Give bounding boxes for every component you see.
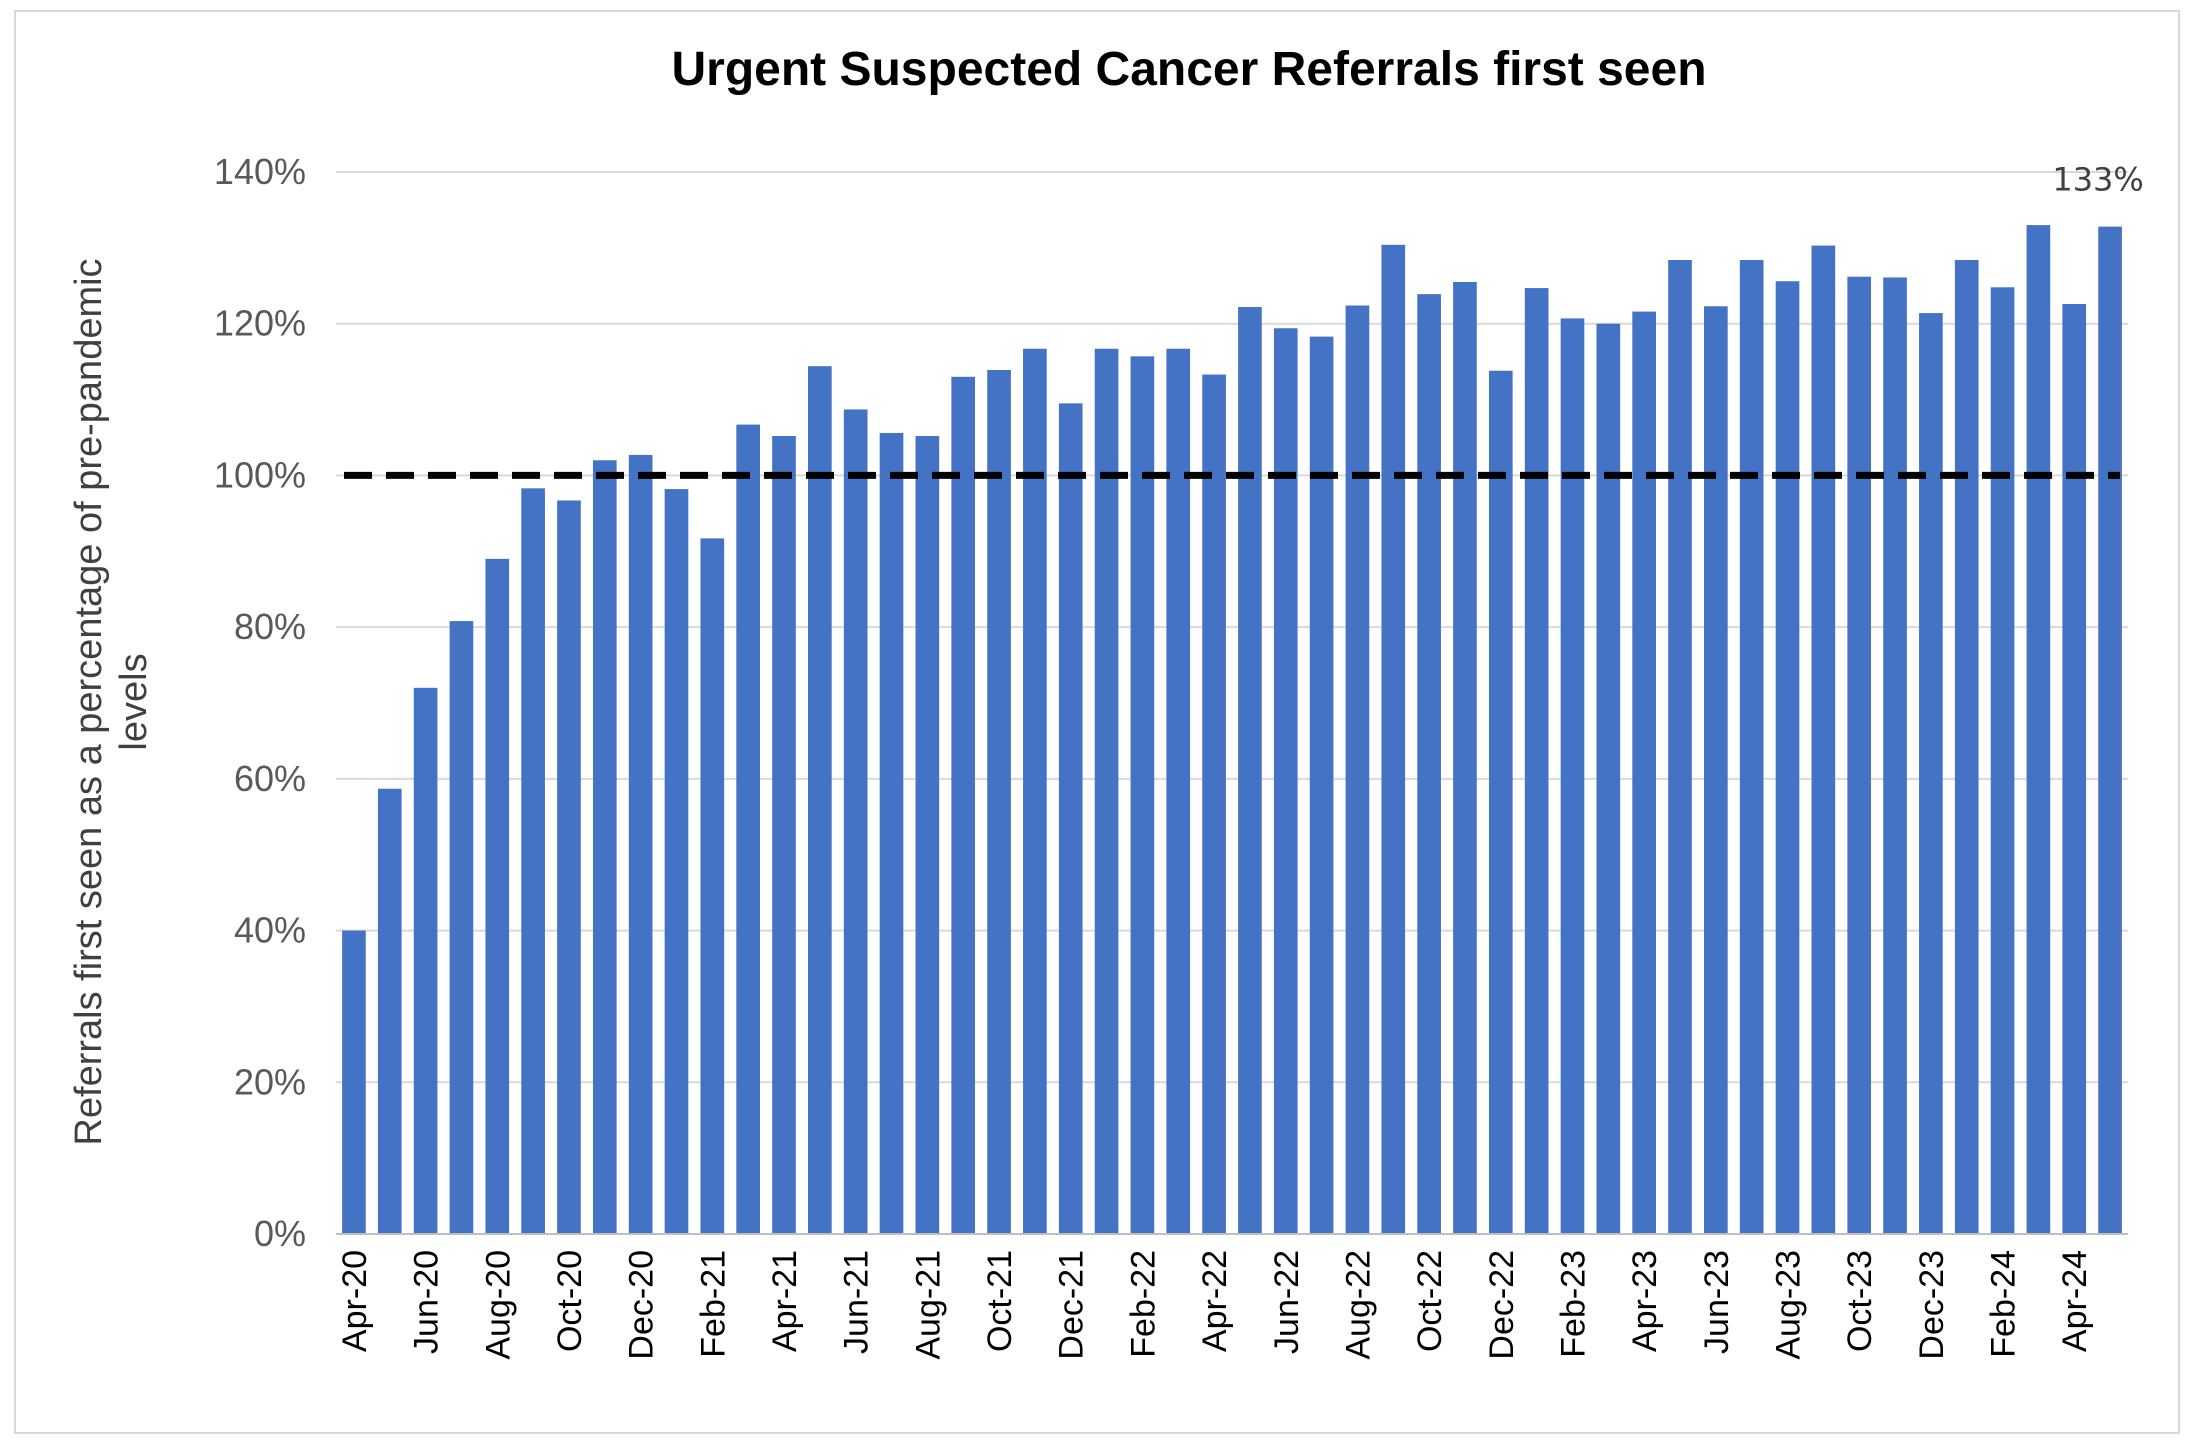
bar — [915, 435, 940, 1234]
bar — [700, 538, 725, 1234]
bar — [1919, 313, 1943, 1234]
bars — [342, 225, 2122, 1235]
x-tick-label: Dec-21 — [1053, 1250, 1091, 1360]
y-tick-label: 40% — [234, 910, 306, 951]
bar — [1954, 259, 1979, 1235]
bar — [521, 488, 545, 1234]
x-tick-label: Dec-22 — [1483, 1250, 1521, 1360]
x-tick-label: Feb-24 — [1985, 1250, 2023, 1358]
bar — [1202, 374, 1226, 1234]
bar — [342, 930, 366, 1234]
x-tick-label: Oct-22 — [1411, 1250, 1449, 1352]
bar — [628, 454, 653, 1234]
bar — [1632, 311, 1656, 1234]
x-tick-label: Jun-20 — [408, 1250, 446, 1354]
bar — [1130, 356, 1155, 1234]
x-tick-label: Apr-24 — [2056, 1250, 2094, 1352]
bar — [1847, 276, 1872, 1234]
x-axis-ticks: Apr-20 Jun-20 Aug-20 Oct-20 Dec-20 Feb-21 Apr-… — [336, 1250, 2094, 1360]
y-tick-label: 100% — [214, 454, 306, 495]
bar — [592, 460, 617, 1234]
x-tick-label: Apr-21 — [766, 1250, 804, 1352]
bar — [1990, 287, 2015, 1234]
bar — [1488, 370, 1513, 1234]
chart-container: Urgent Suspected Cancer Referrals first … — [14, 10, 2180, 1434]
x-tick-label: Aug-21 — [909, 1250, 947, 1360]
y-tick-label: 80% — [234, 606, 306, 647]
bar — [1058, 403, 1083, 1235]
bar — [1417, 294, 1441, 1234]
bar — [1596, 323, 1621, 1234]
x-tick-label: Feb-22 — [1124, 1250, 1162, 1358]
bar — [808, 366, 832, 1234]
x-tick-label: Aug-23 — [1770, 1250, 1808, 1360]
bar — [1166, 348, 1191, 1234]
bar — [449, 621, 474, 1234]
bar-chart: Urgent Suspected Cancer Referrals first … — [68, 43, 2144, 1360]
x-tick-label: Apr-20 — [336, 1250, 374, 1352]
bar — [1739, 259, 1764, 1235]
bar — [1453, 281, 1477, 1234]
bar — [1381, 244, 1406, 1234]
bar — [413, 687, 438, 1234]
bar — [664, 489, 689, 1234]
bar — [1309, 336, 1334, 1234]
bar — [1023, 348, 1047, 1234]
bar — [772, 435, 796, 1234]
y-axis-label-line-2: levels — [113, 653, 155, 750]
x-tick-label: Dec-23 — [1913, 1250, 1951, 1360]
bar — [1811, 245, 1836, 1234]
x-tick-label: Apr-22 — [1196, 1250, 1234, 1352]
x-tick-label: Oct-23 — [1841, 1250, 1879, 1352]
bar — [843, 409, 868, 1234]
data-label: 133% — [2052, 161, 2143, 199]
data-labels: 133% — [2052, 161, 2143, 199]
x-tick-label: Feb-23 — [1554, 1250, 1592, 1358]
bar — [1775, 281, 1800, 1235]
bar — [987, 369, 1011, 1234]
y-tick-label: 20% — [234, 1061, 306, 1102]
bar — [1094, 348, 1119, 1234]
y-axis-ticks: 0% 20% 40% 60% 80% 100% 120% 140% — [214, 151, 306, 1254]
bar — [485, 558, 510, 1234]
y-tick-label: 140% — [214, 151, 306, 192]
bar — [1668, 259, 1692, 1235]
chart-title: Urgent Suspected Cancer Referrals first … — [671, 43, 1706, 96]
x-tick-label: Jun-23 — [1698, 1250, 1736, 1354]
x-tick-label: Jun-21 — [838, 1250, 876, 1354]
y-tick-label: 120% — [214, 303, 306, 344]
bar — [557, 500, 581, 1234]
bar — [2026, 225, 2051, 1235]
x-tick-label: Jun-22 — [1268, 1250, 1306, 1354]
x-tick-label: Oct-21 — [981, 1250, 1019, 1352]
bar — [879, 432, 904, 1234]
x-tick-label: Oct-20 — [551, 1250, 589, 1352]
bar — [1345, 305, 1370, 1235]
bar — [1524, 288, 1549, 1235]
y-tick-label: 0% — [254, 1213, 306, 1254]
bar — [736, 424, 760, 1235]
bar — [1238, 307, 1262, 1234]
y-tick-label: 60% — [234, 758, 306, 799]
x-tick-label: Feb-21 — [694, 1250, 732, 1358]
bar — [951, 376, 976, 1234]
bar — [1560, 318, 1585, 1234]
bar — [2098, 226, 2122, 1235]
bar — [377, 788, 402, 1234]
x-tick-label: Aug-22 — [1339, 1250, 1377, 1360]
bar — [1273, 328, 1298, 1234]
x-tick-label: Dec-20 — [623, 1250, 661, 1360]
x-tick-label: Apr-23 — [1626, 1250, 1664, 1352]
bar — [1883, 277, 1907, 1235]
x-tick-label: Aug-20 — [479, 1250, 517, 1360]
bar — [1704, 306, 1728, 1234]
y-axis-label-line-1: Referrals first seen as a percentage of … — [68, 258, 110, 1145]
bar — [2062, 303, 2087, 1234]
